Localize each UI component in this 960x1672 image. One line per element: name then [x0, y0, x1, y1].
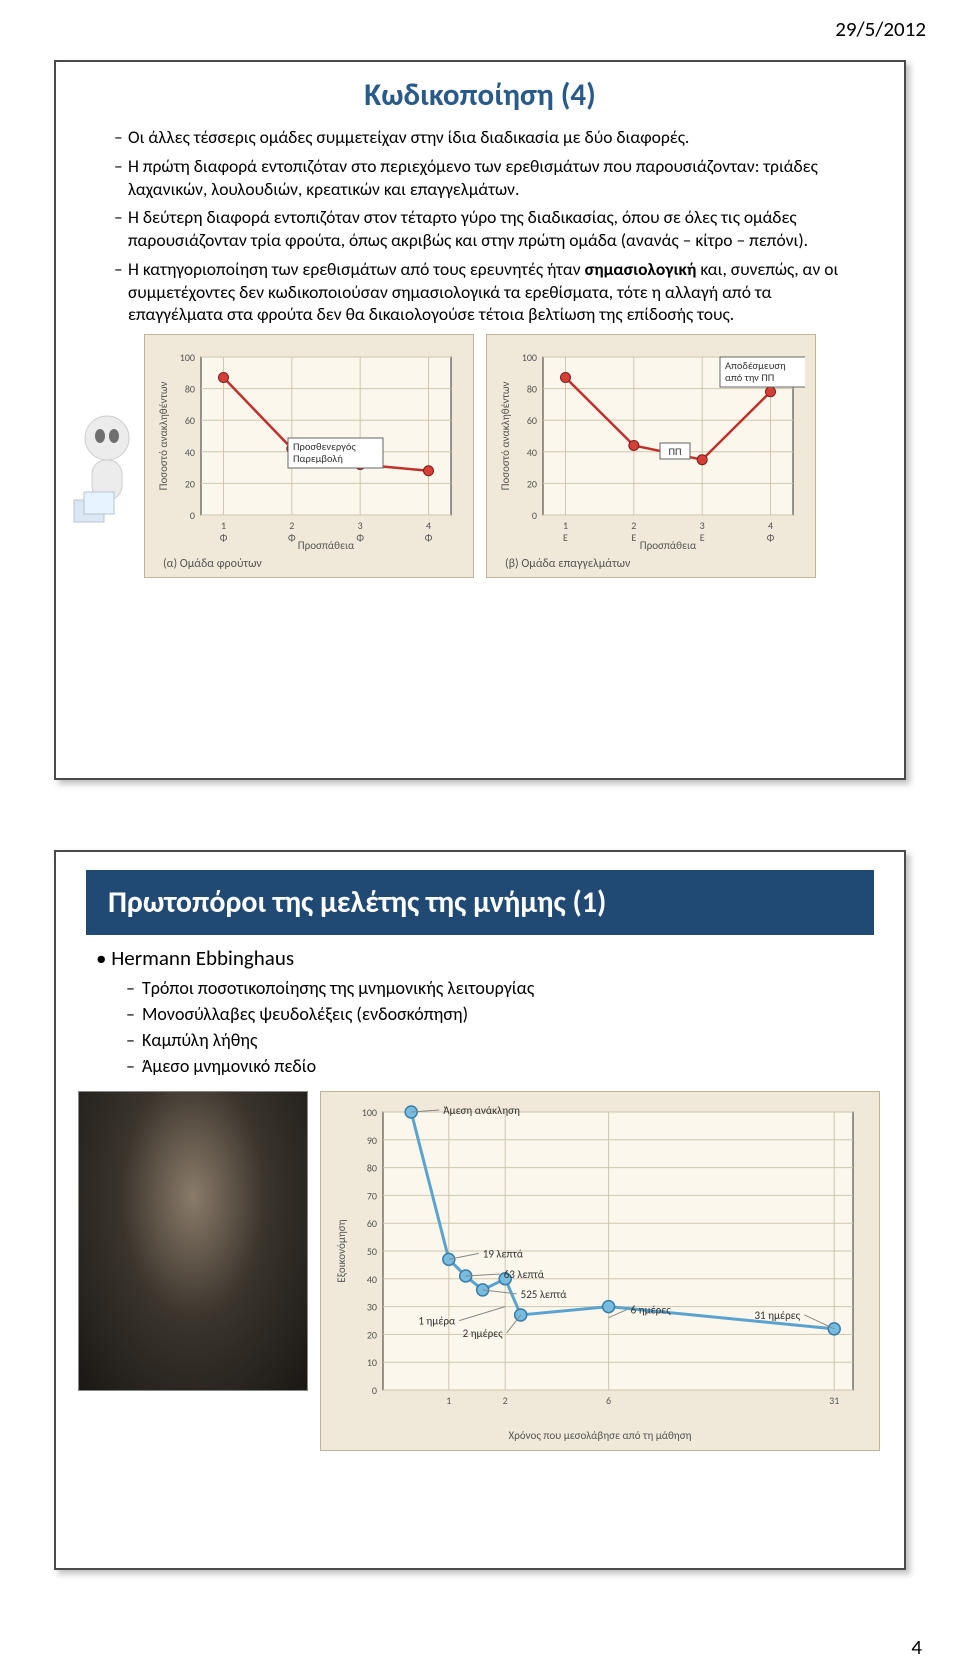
svg-text:6: 6 [606, 1394, 611, 1407]
svg-text:90: 90 [367, 1134, 377, 1147]
chart-a-svg: 0204060801001Φ2Φ3Φ4ΦΠοσοστό ανακληθέντων… [153, 343, 463, 553]
svg-text:από την ΠΠ: από την ΠΠ [725, 371, 774, 384]
svg-text:Φ: Φ [288, 531, 296, 544]
svg-text:30: 30 [367, 1301, 377, 1314]
page-date: 29/5/2012 [835, 16, 926, 42]
svg-text:80: 80 [185, 383, 195, 396]
svg-text:Ε: Ε [563, 531, 568, 544]
svg-text:Ποσοστό ανακληθέντων: Ποσοστό ανακληθέντων [499, 382, 512, 491]
svg-text:0: 0 [372, 1384, 377, 1397]
slide1-title: Κωδικοποίηση (4) [56, 76, 904, 114]
page-number: 4 [911, 1634, 922, 1660]
svg-text:31 ημέρες: 31 ημέρες [754, 1309, 800, 1322]
svg-text:Ε: Ε [700, 531, 705, 544]
bullet-item: Οι άλλες τέσσερις ομάδες συμμετείχαν στη… [114, 126, 862, 149]
svg-text:31: 31 [829, 1394, 839, 1407]
svg-text:100: 100 [522, 351, 537, 364]
svg-text:1 ημέρα: 1 ημέρα [418, 1315, 456, 1328]
svg-text:40: 40 [185, 446, 195, 459]
svg-text:Προσπάθεια: Προσπάθεια [298, 539, 355, 552]
mascot-icon [62, 400, 152, 530]
sub-bullet: Τρόποι ποσοτικοποίησης της μνημονικής λε… [126, 977, 864, 999]
slide2-sublist: Τρόποι ποσοτικοποίησης της μνημονικής λε… [126, 977, 864, 1077]
svg-text:40: 40 [527, 446, 537, 459]
svg-text:Παρεμβολή: Παρεμβολή [293, 452, 343, 465]
ebbinghaus-portrait [78, 1091, 308, 1391]
chart-b-caption: (β) Ομάδα επαγγελμάτων [505, 557, 807, 571]
svg-text:20: 20 [367, 1328, 377, 1341]
forgetting-xlabel: Χρόνος που μεσολάβησε από τη μάθηση [329, 1429, 871, 1442]
chart-b: 0204060801001Ε2Ε3Ε4ΦΠοσοστό ανακληθέντων… [486, 334, 816, 578]
chart-b-svg: 0204060801001Ε2Ε3Ε4ΦΠοσοστό ανακληθέντων… [495, 343, 805, 553]
svg-text:Προσπάθεια: Προσπάθεια [640, 539, 697, 552]
svg-text:Εξοικονόμηση: Εξοικονόμηση [335, 1219, 348, 1282]
sub-bullet: Μονοσύλλαβες ψευδολέξεις (ενδοσκόπηση) [126, 1003, 864, 1025]
svg-text:Άμεση ανάκληση: Άμεση ανάκληση [443, 1104, 520, 1117]
svg-text:50: 50 [367, 1245, 377, 1258]
slide2-body: • Hermann Ebbinghaus Τρόποι ποσοτικοποίη… [96, 945, 864, 1077]
svg-text:Φ: Φ [767, 531, 775, 544]
svg-text:20: 20 [527, 477, 537, 490]
slide-2: Πρωτοπόροι της μελέτης της μνήμης (1) • … [54, 850, 906, 1570]
svg-text:19 λεπτά: 19 λεπτά [483, 1247, 524, 1260]
svg-text:80: 80 [367, 1162, 377, 1175]
svg-text:70: 70 [367, 1189, 377, 1202]
slide2-title: Πρωτοπόροι της μελέτης της μνήμης (1) [86, 870, 874, 935]
svg-text:100: 100 [362, 1106, 377, 1119]
svg-text:1: 1 [446, 1394, 451, 1407]
sub-bullet: Καμπύλη λήθης [126, 1029, 864, 1051]
svg-text:Φ: Φ [356, 531, 364, 544]
svg-text:60: 60 [367, 1217, 377, 1230]
svg-text:Φ: Φ [425, 531, 433, 544]
slide1-bullets: Οι άλλες τέσσερις ομάδες συμμετείχαν στη… [114, 126, 862, 326]
svg-text:0: 0 [532, 509, 537, 522]
svg-text:Φ: Φ [220, 531, 228, 544]
sub-bullet: Άμεσο μνημονικό πεδίο [126, 1055, 864, 1077]
svg-text:10: 10 [367, 1356, 377, 1369]
chart-a: 0204060801001Φ2Φ3Φ4ΦΠοσοστό ανακληθέντων… [144, 334, 474, 578]
svg-text:100: 100 [180, 351, 195, 364]
slide2-heading: Hermann Ebbinghaus [111, 945, 294, 971]
svg-text:20: 20 [185, 477, 195, 490]
slide1-charts: 0204060801001Φ2Φ3Φ4ΦΠοσοστό ανακληθέντων… [56, 334, 904, 578]
svg-text:63 λεπτά: 63 λεπτά [504, 1268, 545, 1281]
svg-text:2 ημέρες: 2 ημέρες [463, 1327, 504, 1340]
forgetting-chart: 0 10 20 30 40 50 60 70 80 90 100 1 2 6 31 Άμεση ανάκλησ… [320, 1091, 880, 1451]
svg-text:0: 0 [190, 509, 195, 522]
bullet-item: Η κατηγοριοποίηση των ερεθισμάτων από το… [114, 258, 862, 326]
svg-text:2: 2 [503, 1394, 508, 1407]
svg-text:Ποσοστό ανακληθέντων: Ποσοστό ανακληθέντων [157, 382, 170, 491]
svg-text:525 λεπτά: 525 λεπτά [521, 1288, 568, 1301]
svg-text:40: 40 [367, 1273, 377, 1286]
forgetting-chart-svg: 0 10 20 30 40 50 60 70 80 90 100 1 2 6 31 Άμεση ανάκλησ… [329, 1100, 869, 1420]
svg-text:6 ημέρες: 6 ημέρες [631, 1304, 672, 1317]
svg-text:60: 60 [527, 414, 537, 427]
svg-text:80: 80 [527, 383, 537, 396]
chart-a-caption: (α) Ομάδα φρούτων [163, 557, 465, 571]
bullet-item: Η δεύτερη διαφορά εντοπιζόταν στον τέταρ… [114, 206, 862, 252]
svg-text:Ε: Ε [631, 531, 636, 544]
slide-1: Κωδικοποίηση (4) Οι άλλες τέσσερις ομάδε… [54, 60, 906, 780]
bullet-item: Η πρώτη διαφορά εντοπιζόταν στο περιεχόμ… [114, 155, 862, 201]
svg-text:60: 60 [185, 414, 195, 427]
svg-text:ΠΠ: ΠΠ [668, 445, 681, 458]
